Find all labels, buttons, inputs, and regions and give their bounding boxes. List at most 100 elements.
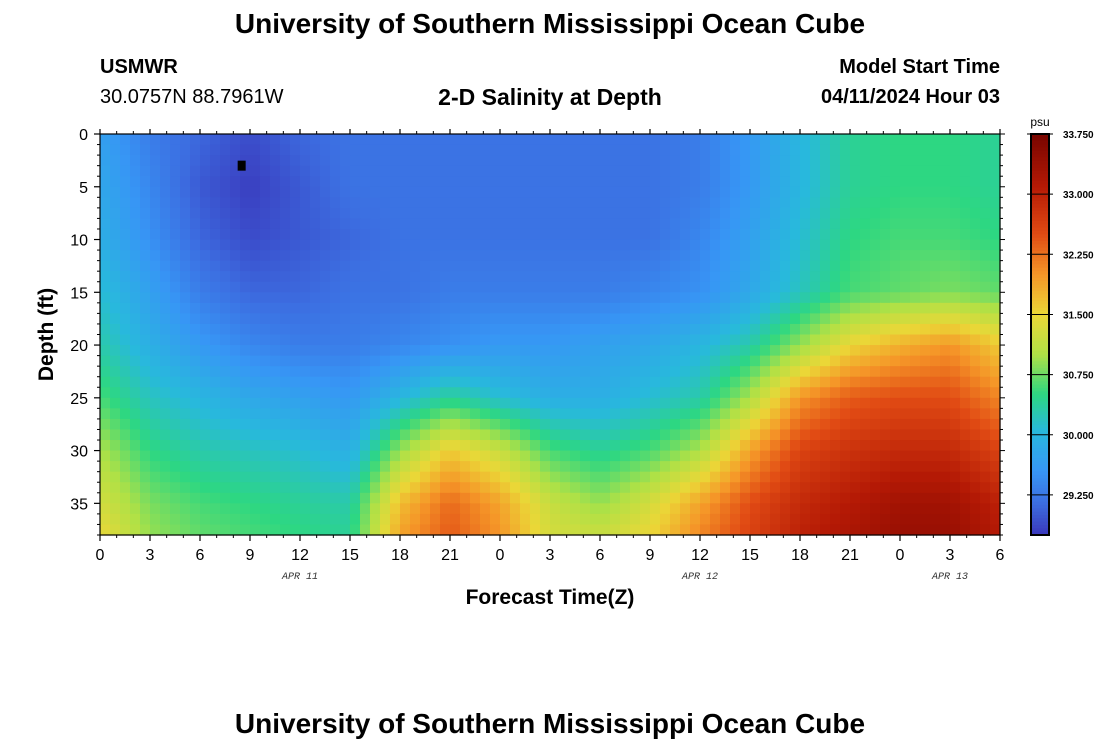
heatmap-cell — [510, 450, 521, 462]
heatmap-cell — [210, 418, 221, 431]
heatmap-cell — [490, 313, 501, 325]
heatmap-cell — [650, 408, 661, 420]
heatmap-cell — [240, 281, 251, 293]
heatmap-cell — [900, 461, 911, 473]
heatmap-cell — [300, 471, 311, 483]
heatmap-cell — [580, 271, 591, 283]
heatmap-cell — [110, 450, 121, 462]
heatmap-cell — [750, 440, 761, 452]
heatmap-cell — [320, 387, 331, 399]
heatmap-cell — [320, 250, 331, 262]
heatmap-cell — [390, 492, 401, 504]
heatmap-cell — [910, 450, 921, 462]
heatmap-cell — [500, 418, 511, 431]
heatmap-cell — [570, 281, 581, 293]
heatmap-cell — [950, 239, 961, 251]
heatmap-cell — [210, 471, 221, 483]
heatmap-cell — [560, 524, 571, 536]
heatmap-cell — [130, 271, 141, 283]
heatmap-cell — [830, 302, 841, 314]
heatmap-cell — [550, 165, 561, 177]
heatmap-cell — [140, 313, 151, 325]
heatmap-cell — [400, 366, 411, 378]
heatmap-cell — [280, 429, 291, 441]
heatmap-cell — [910, 176, 921, 188]
heatmap-cell — [730, 471, 741, 483]
heatmap-cell — [120, 144, 131, 156]
heatmap-cell — [140, 165, 151, 177]
heatmap-cell — [250, 260, 261, 272]
heatmap-cell — [170, 313, 181, 325]
heatmap-cell — [880, 513, 891, 526]
heatmap-cell — [730, 366, 741, 378]
heatmap-cell — [780, 492, 791, 504]
heatmap-cell — [960, 408, 971, 420]
heatmap-cell — [960, 387, 971, 399]
heatmap-cell — [670, 323, 681, 336]
heatmap-cell — [200, 134, 211, 146]
heatmap-cell — [950, 281, 961, 293]
heatmap-cell — [830, 323, 841, 336]
heatmap-cell — [810, 440, 821, 452]
colorbar-band — [1031, 331, 1049, 336]
heatmap-cell — [220, 281, 231, 293]
heatmap-cell — [280, 482, 291, 494]
heatmap-cell — [220, 292, 231, 304]
heatmap-cell — [380, 228, 391, 241]
heatmap-cell — [370, 503, 381, 515]
heatmap-cell — [560, 429, 571, 441]
heatmap-cell — [310, 376, 321, 388]
heatmap-cell — [860, 313, 871, 325]
heatmap-cell — [960, 197, 971, 209]
heatmap-cell — [680, 250, 691, 262]
heatmap-cell — [710, 387, 721, 399]
heatmap-cell — [730, 134, 741, 146]
heatmap-cell — [170, 461, 181, 473]
heatmap-cell — [200, 440, 211, 452]
heatmap-cell — [590, 134, 601, 146]
heatmap-cell — [150, 313, 161, 325]
y-tick-label: 15 — [70, 285, 88, 302]
heatmap-cell — [660, 440, 671, 452]
heatmap-cell — [980, 228, 991, 241]
heatmap-cell — [510, 218, 521, 230]
colorbar-band — [1031, 394, 1049, 399]
heatmap-cell — [250, 186, 261, 198]
heatmap-cell — [430, 218, 441, 230]
colorbar-band — [1031, 167, 1049, 172]
colorbar-band — [1031, 514, 1049, 519]
heatmap-cell — [540, 418, 551, 431]
colorbar-band — [1031, 494, 1049, 499]
heatmap-cell — [610, 218, 621, 230]
heatmap-cell — [560, 418, 571, 431]
heatmap-cell — [280, 144, 291, 156]
heatmap-cell — [350, 376, 361, 388]
heatmap-cell — [150, 323, 161, 336]
heatmap-cell — [460, 144, 471, 156]
heatmap-cell — [650, 207, 661, 220]
heatmap-cell — [760, 228, 771, 241]
heatmap-cell — [320, 492, 331, 504]
heatmap-cell — [140, 429, 151, 441]
colorbar-band — [1031, 220, 1049, 225]
heatmap-cell — [330, 366, 341, 378]
heatmap-cell — [650, 387, 661, 399]
heatmap-cell — [780, 271, 791, 283]
heatmap-cell — [890, 218, 901, 230]
heatmap-cell — [880, 366, 891, 378]
heatmap-cell — [830, 366, 841, 378]
heatmap-cell — [650, 313, 661, 325]
heatmap-cell — [340, 228, 351, 241]
heatmap-cell — [140, 397, 151, 409]
heatmap-cell — [610, 345, 621, 357]
heatmap-cell — [820, 250, 831, 262]
heatmap-cell — [530, 355, 541, 367]
heatmap-cell — [830, 271, 841, 283]
heatmap-cell — [780, 165, 791, 177]
heatmap-cell — [370, 492, 381, 504]
heatmap-cell — [100, 302, 111, 314]
heatmap-cell — [420, 524, 431, 536]
heatmap-cell — [830, 482, 841, 494]
heatmap-cell — [390, 292, 401, 304]
heatmap-cell — [860, 482, 871, 494]
